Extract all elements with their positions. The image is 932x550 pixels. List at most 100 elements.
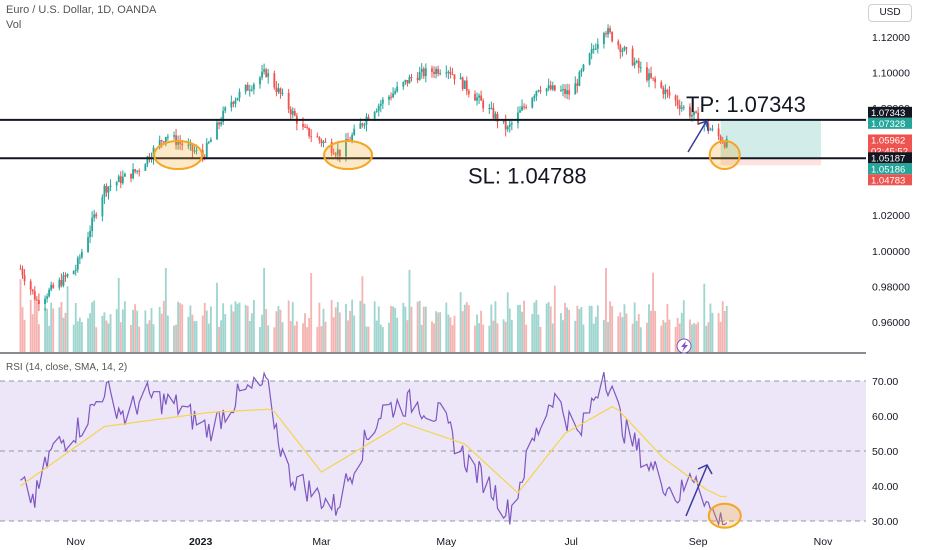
candle-body xyxy=(72,270,75,275)
candle-body xyxy=(324,141,327,143)
candle-body xyxy=(164,136,167,142)
volume-bar xyxy=(519,304,521,352)
rsi-tick-label: 50.00 xyxy=(872,446,898,458)
price-tick-label: 0.96000 xyxy=(872,317,910,329)
price-label-text: 1.05962 xyxy=(871,135,905,146)
candle-body xyxy=(248,89,251,91)
volume-bar xyxy=(31,314,34,352)
volume-bar xyxy=(160,313,163,352)
volume-bar xyxy=(179,303,182,352)
candle-body xyxy=(666,89,669,92)
candle-body xyxy=(134,169,137,172)
volume-bar xyxy=(150,308,153,352)
volume-bar xyxy=(209,306,212,352)
candle-body xyxy=(494,113,497,119)
volume-bar xyxy=(238,302,241,352)
candle-body xyxy=(635,60,638,63)
candle-body xyxy=(60,279,63,286)
volume-bar xyxy=(105,320,108,352)
volume-bar xyxy=(361,276,364,352)
bolt-icon-glyph xyxy=(681,341,688,352)
candle-body xyxy=(420,68,423,73)
candle-body xyxy=(281,92,284,94)
candle-body xyxy=(394,91,397,94)
volume-bar xyxy=(703,283,706,352)
volume-bar xyxy=(359,300,362,352)
volume-bar xyxy=(719,321,722,352)
volume-bar xyxy=(101,315,104,352)
candle-body xyxy=(459,77,462,80)
volume-bar xyxy=(148,320,151,352)
volume-bar xyxy=(691,324,693,352)
volume-bar xyxy=(318,302,321,352)
annotations[interactable]: TP: 1.07343 SL: 1.04788 xyxy=(153,92,806,189)
candle-body xyxy=(580,70,583,73)
time-tick-label: Nov xyxy=(66,536,85,548)
volume-bar xyxy=(207,323,210,352)
volume-bar xyxy=(676,317,679,352)
volume-bar xyxy=(363,303,366,352)
price-label-text: 1.05187 xyxy=(871,153,905,164)
volume-bar xyxy=(496,323,499,352)
rsi-up-arrow-icon xyxy=(685,464,713,517)
horizontal-levels[interactable] xyxy=(0,118,866,160)
volume-bar xyxy=(449,317,452,352)
volume-bar xyxy=(173,325,175,352)
volume-bar xyxy=(709,303,712,352)
volume-bar xyxy=(465,302,468,352)
candle-body xyxy=(279,88,282,94)
volume-bar xyxy=(195,321,198,352)
volume-bars xyxy=(19,268,728,352)
volume-bar xyxy=(560,313,562,352)
candle-body xyxy=(461,77,464,89)
sl-annotation: SL: 1.04788 xyxy=(468,163,587,188)
volume-bar xyxy=(637,313,640,352)
volume-bar xyxy=(633,302,636,352)
candle-body xyxy=(246,84,249,91)
volume-bar xyxy=(134,304,137,352)
volume-bar xyxy=(117,278,120,352)
volume-bar xyxy=(582,324,585,352)
oversold-circle xyxy=(707,502,742,529)
candle-body xyxy=(416,77,419,81)
candle-body xyxy=(373,112,376,119)
candle-body xyxy=(719,136,722,142)
candle-body xyxy=(222,110,225,123)
rsi-pane: RSI (14, close, SMA, 14, 2) xyxy=(0,352,932,529)
candle-body xyxy=(435,68,437,74)
candle-body xyxy=(250,89,253,91)
candle-body xyxy=(488,108,491,110)
volume-bar xyxy=(396,317,399,352)
volume-bar xyxy=(568,309,571,352)
currency-button[interactable]: USD xyxy=(868,4,912,22)
volume-bar xyxy=(725,306,728,352)
candle-body xyxy=(717,128,720,137)
volume-bar xyxy=(62,317,65,352)
candle-body xyxy=(320,140,323,144)
volume-bar xyxy=(33,300,36,352)
candle-body xyxy=(263,69,266,72)
volume-bar xyxy=(60,301,63,352)
volume-bar xyxy=(717,313,720,352)
volume-bar xyxy=(136,310,139,352)
volume-bar xyxy=(504,321,507,352)
candle-body xyxy=(64,275,67,277)
candle-body xyxy=(80,251,83,258)
volume-bar xyxy=(259,327,261,352)
candle-body xyxy=(361,123,364,126)
candle-body xyxy=(46,296,49,299)
candle-body xyxy=(29,281,32,290)
volume-bar xyxy=(420,324,423,352)
volume-bar xyxy=(639,327,642,352)
volume-bar xyxy=(375,320,378,352)
price-label-tag xyxy=(868,106,912,118)
volume-bar xyxy=(525,324,528,352)
volume-bar xyxy=(537,314,540,352)
volume-bar xyxy=(275,311,278,352)
volume-bar xyxy=(308,317,311,352)
volume-bar xyxy=(115,309,118,352)
volume-bar xyxy=(463,304,466,352)
candle-body xyxy=(551,85,554,90)
price-label-text: 1.04783 xyxy=(871,175,905,186)
candle-body xyxy=(496,113,499,122)
